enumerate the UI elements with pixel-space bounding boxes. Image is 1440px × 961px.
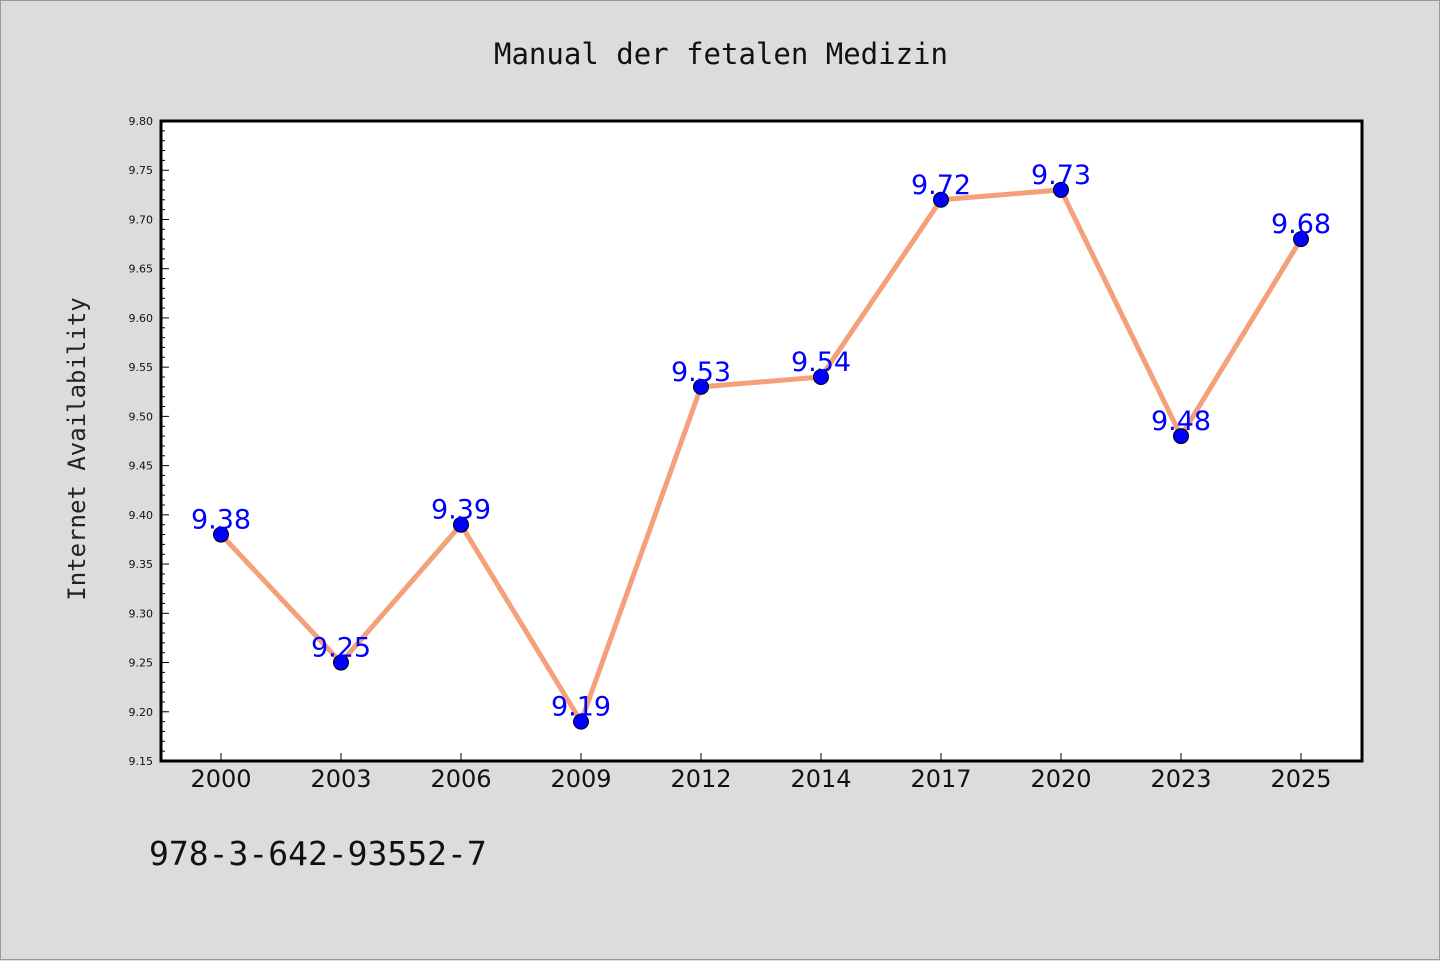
data-label: 9.48 [1151,406,1211,437]
x-tick-label: 2017 [910,765,971,793]
chart-title: Manual der fetalen Medizin [494,37,948,71]
y-tick-label: 9.65 [129,263,154,276]
x-tick-label: 2000 [190,765,251,793]
y-tick-label: 9.30 [129,607,154,620]
series-polyline [219,187,1304,725]
data-label: 9.25 [311,633,371,664]
y-tick-label: 9.35 [129,558,154,571]
x-tick-label: 2006 [430,765,491,793]
x-tick-label: 2009 [550,765,611,793]
data-label: 9.73 [1031,160,1091,191]
data-point [1053,181,1069,198]
y-tick-label: 9.75 [129,164,154,177]
data-label: 9.19 [551,692,611,723]
data-points [213,181,1309,730]
data-label: 9.54 [791,347,851,378]
data-point [813,369,829,385]
data-point [333,654,349,671]
data-labels: 9.38 9.25 9.39 9.19 9.53 9.54 9.72 9.73 9.48 9.68 [191,160,1331,723]
x-tick-label: 2020 [1030,765,1091,793]
y-tick-label: 9.15 [129,755,154,768]
isbn-text: 978-3-642-93552-7 [149,834,487,873]
data-point [573,713,589,730]
data-label: 9.68 [1271,209,1331,240]
data-point [1173,428,1189,445]
y-tick-label: 9.25 [129,657,154,670]
x-axis: 2000 2003 2006 2009 2012 2014 2017 2020 2023 2025 [190,753,1332,793]
data-point [213,526,229,543]
series-line [219,187,1304,725]
x-tick-label: 2023 [1150,765,1211,793]
x-tick-label: 2003 [310,765,371,793]
y-tick-label: 9.50 [129,410,154,423]
data-point [933,191,949,208]
y-tick-label: 9.60 [129,312,154,325]
x-tick-label: 2025 [1270,765,1331,793]
data-point [453,516,469,533]
data-point [693,378,709,395]
data-label: 9.39 [431,495,491,526]
y-axis: 9.15 9.20 9.25 9.30 9.35 9.40 9.45 9.50 9.55 9.60… [129,115,169,768]
x-tick-label: 2012 [670,765,731,793]
y-tick-label: 9.70 [129,213,154,226]
data-label: 9.53 [671,357,731,388]
data-point [1293,231,1309,248]
y-tick-label: 9.80 [129,115,154,128]
x-tick-label: 2014 [790,765,851,793]
y-tick-label: 9.20 [129,706,154,719]
y-tick-label: 9.40 [129,509,154,522]
y-tick-label: 9.55 [129,361,154,374]
data-label: 9.38 [191,505,251,536]
data-label: 9.72 [911,170,971,201]
plot-area [159,119,1364,763]
y-axis-label: Internet Availability [63,297,91,600]
y-tick-label: 9.45 [129,460,154,473]
